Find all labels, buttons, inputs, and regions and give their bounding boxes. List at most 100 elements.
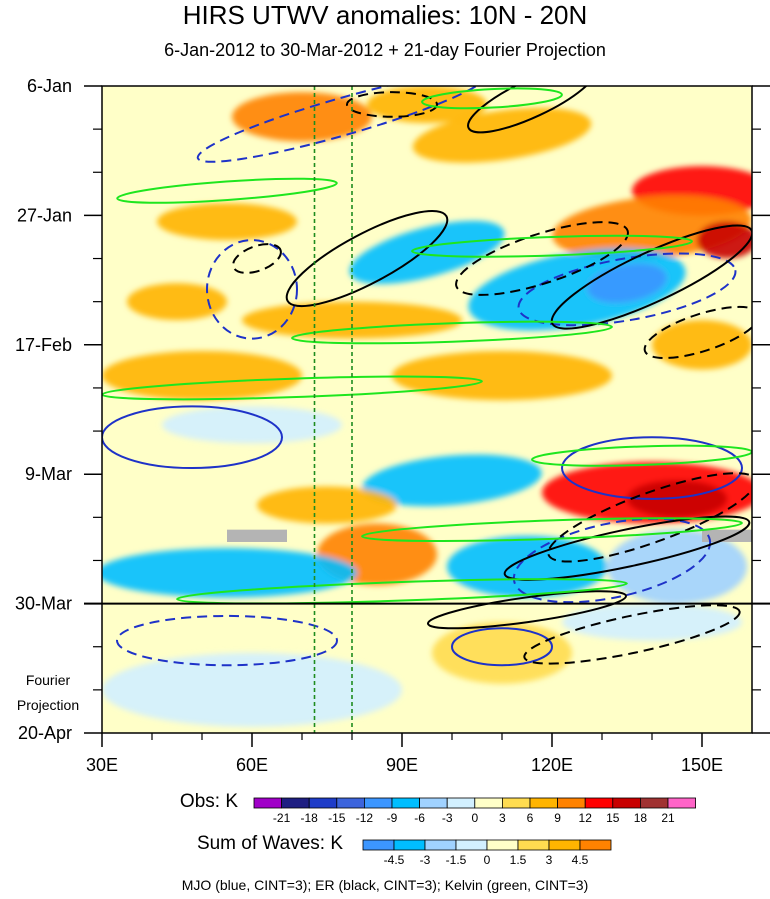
legend-swatch: [579, 839, 612, 851]
legend-swatch: [486, 839, 519, 851]
legend-label: 0: [484, 853, 491, 867]
anomaly-blob: [232, 92, 372, 142]
anomaly-blob: [127, 283, 227, 321]
legend-label: 18: [634, 811, 648, 825]
legend-label: 15: [606, 811, 620, 825]
wave-contour-layer: [102, 86, 752, 667]
chart-subtitle: 6-Jan-2012 to 30-Mar-2012 + 21-day Fouri…: [164, 40, 606, 60]
legend-swatch: [308, 797, 338, 809]
anomaly-blob: [627, 480, 727, 518]
legend-swatch: [517, 839, 550, 851]
mjo-contour: [116, 614, 338, 667]
legend-label: -6: [414, 811, 425, 825]
legend-swatch: [281, 797, 310, 809]
anomaly-blob: [412, 107, 592, 163]
x-tick-label: 90E: [386, 755, 418, 775]
projection-label-line2: Projection: [17, 697, 79, 713]
legend-title: Obs: K: [180, 791, 238, 812]
mjo-contour: [206, 239, 298, 340]
anomaly-blob: [697, 221, 752, 259]
er-contour: [503, 515, 751, 581]
legend-swatch: [612, 797, 641, 809]
legend-swatch: [419, 797, 448, 809]
legend-label: 3: [546, 853, 553, 867]
mjo-contour: [512, 517, 712, 604]
legend-label: -1.5: [446, 853, 467, 867]
mjo-contour: [561, 436, 743, 500]
kelvin-contour: [291, 320, 613, 345]
kelvin-contour: [116, 177, 338, 204]
legend-swatch: [474, 797, 503, 809]
axes: 6-Jan 27-Jan 17-Feb 9-Mar 30-Mar 20-Apr 30E 60E…: [15, 76, 770, 775]
anomaly-blob: [562, 603, 742, 641]
anomaly-blob: [157, 203, 297, 241]
legend-label: -12: [356, 811, 374, 825]
legend-swatch: [336, 797, 365, 809]
legend-swatch: [584, 797, 614, 809]
y-tick-label: 20-Apr: [18, 723, 72, 743]
chart-title: HIRS UTWV anomalies: 10N - 20N: [182, 0, 588, 30]
anomaly-blob: [162, 406, 342, 444]
legend-label: 1.5: [510, 853, 527, 867]
legend-swatch: [557, 797, 586, 809]
er-contour: [285, 210, 449, 308]
legend-title: Sum of Waves: K: [197, 833, 343, 854]
anomaly-blob: [392, 350, 612, 401]
kelvin-contour: [176, 578, 628, 605]
mjo-contour: [102, 405, 283, 470]
legend-swatch: [529, 797, 559, 809]
x-tick-label: 120E: [531, 755, 573, 775]
x-tick-label: 150E: [681, 755, 723, 775]
x-tick-label: 60E: [236, 755, 268, 775]
er-contour: [547, 472, 752, 563]
legend-label: -15: [328, 811, 346, 825]
legend-label: 9: [554, 811, 561, 825]
er-contour: [467, 86, 597, 134]
legend-swatch: [424, 839, 457, 851]
kelvin-contour: [361, 517, 743, 543]
legend-label: 21: [661, 811, 675, 825]
mjo-contour: [451, 627, 553, 667]
anomaly-blob: [102, 548, 357, 598]
legend-swatch: [391, 797, 421, 809]
legend-label: -3: [420, 853, 431, 867]
y-tick-label: 17-Feb: [15, 335, 72, 355]
x-tick-label: 30E: [86, 755, 118, 775]
anomaly-blob: [257, 486, 397, 524]
legend-label: -9: [387, 811, 398, 825]
anomaly-blob: [447, 535, 607, 598]
legend-waves: Sum of Waves: K -4.5 -3 -1.5 0 1.5 3 4.5: [197, 833, 612, 867]
legend-swatch: [667, 797, 697, 809]
y-tick-label: 6-Jan: [27, 76, 72, 96]
mjo-contour: [196, 86, 488, 163]
anomaly-blob: [607, 529, 747, 604]
er-contour: [426, 590, 628, 630]
legend-obs: Obs: K -21 -18 -15 -12 -9 -6 -3 0 3 6 9 12 15 18 21: [180, 791, 697, 825]
legend-swatch: [501, 797, 531, 809]
y-tick-label: 30-Mar: [15, 594, 72, 614]
legend-swatch: [393, 839, 426, 851]
er-contour: [346, 91, 438, 118]
legend-label: 6: [527, 811, 534, 825]
anomaly-blob: [432, 622, 572, 684]
mjo-contour: [517, 252, 737, 327]
reference-lines: [313, 86, 353, 733]
anomaly-heat-layer: [102, 86, 752, 727]
legend-label: 4.5: [572, 853, 589, 867]
legend-swatch: [446, 797, 476, 809]
plot-frame: [101, 85, 753, 734]
anomaly-blob: [362, 454, 542, 507]
anomaly-blob: [102, 652, 402, 727]
legend-label: -4.5: [384, 853, 405, 867]
legend-swatch: [548, 839, 581, 851]
legend-label: -3: [442, 811, 453, 825]
kelvin-contour: [411, 234, 693, 258]
legend-label: -21: [273, 811, 291, 825]
chart-footer: MJO (blue, CINT=3); ER (black, CINT=3); …: [181, 877, 589, 893]
legend-swatch: [253, 797, 283, 809]
legend-swatch: [455, 839, 488, 851]
anomaly-blob: [102, 350, 302, 401]
legend-swatch: [363, 797, 393, 809]
er-contour: [643, 305, 752, 360]
